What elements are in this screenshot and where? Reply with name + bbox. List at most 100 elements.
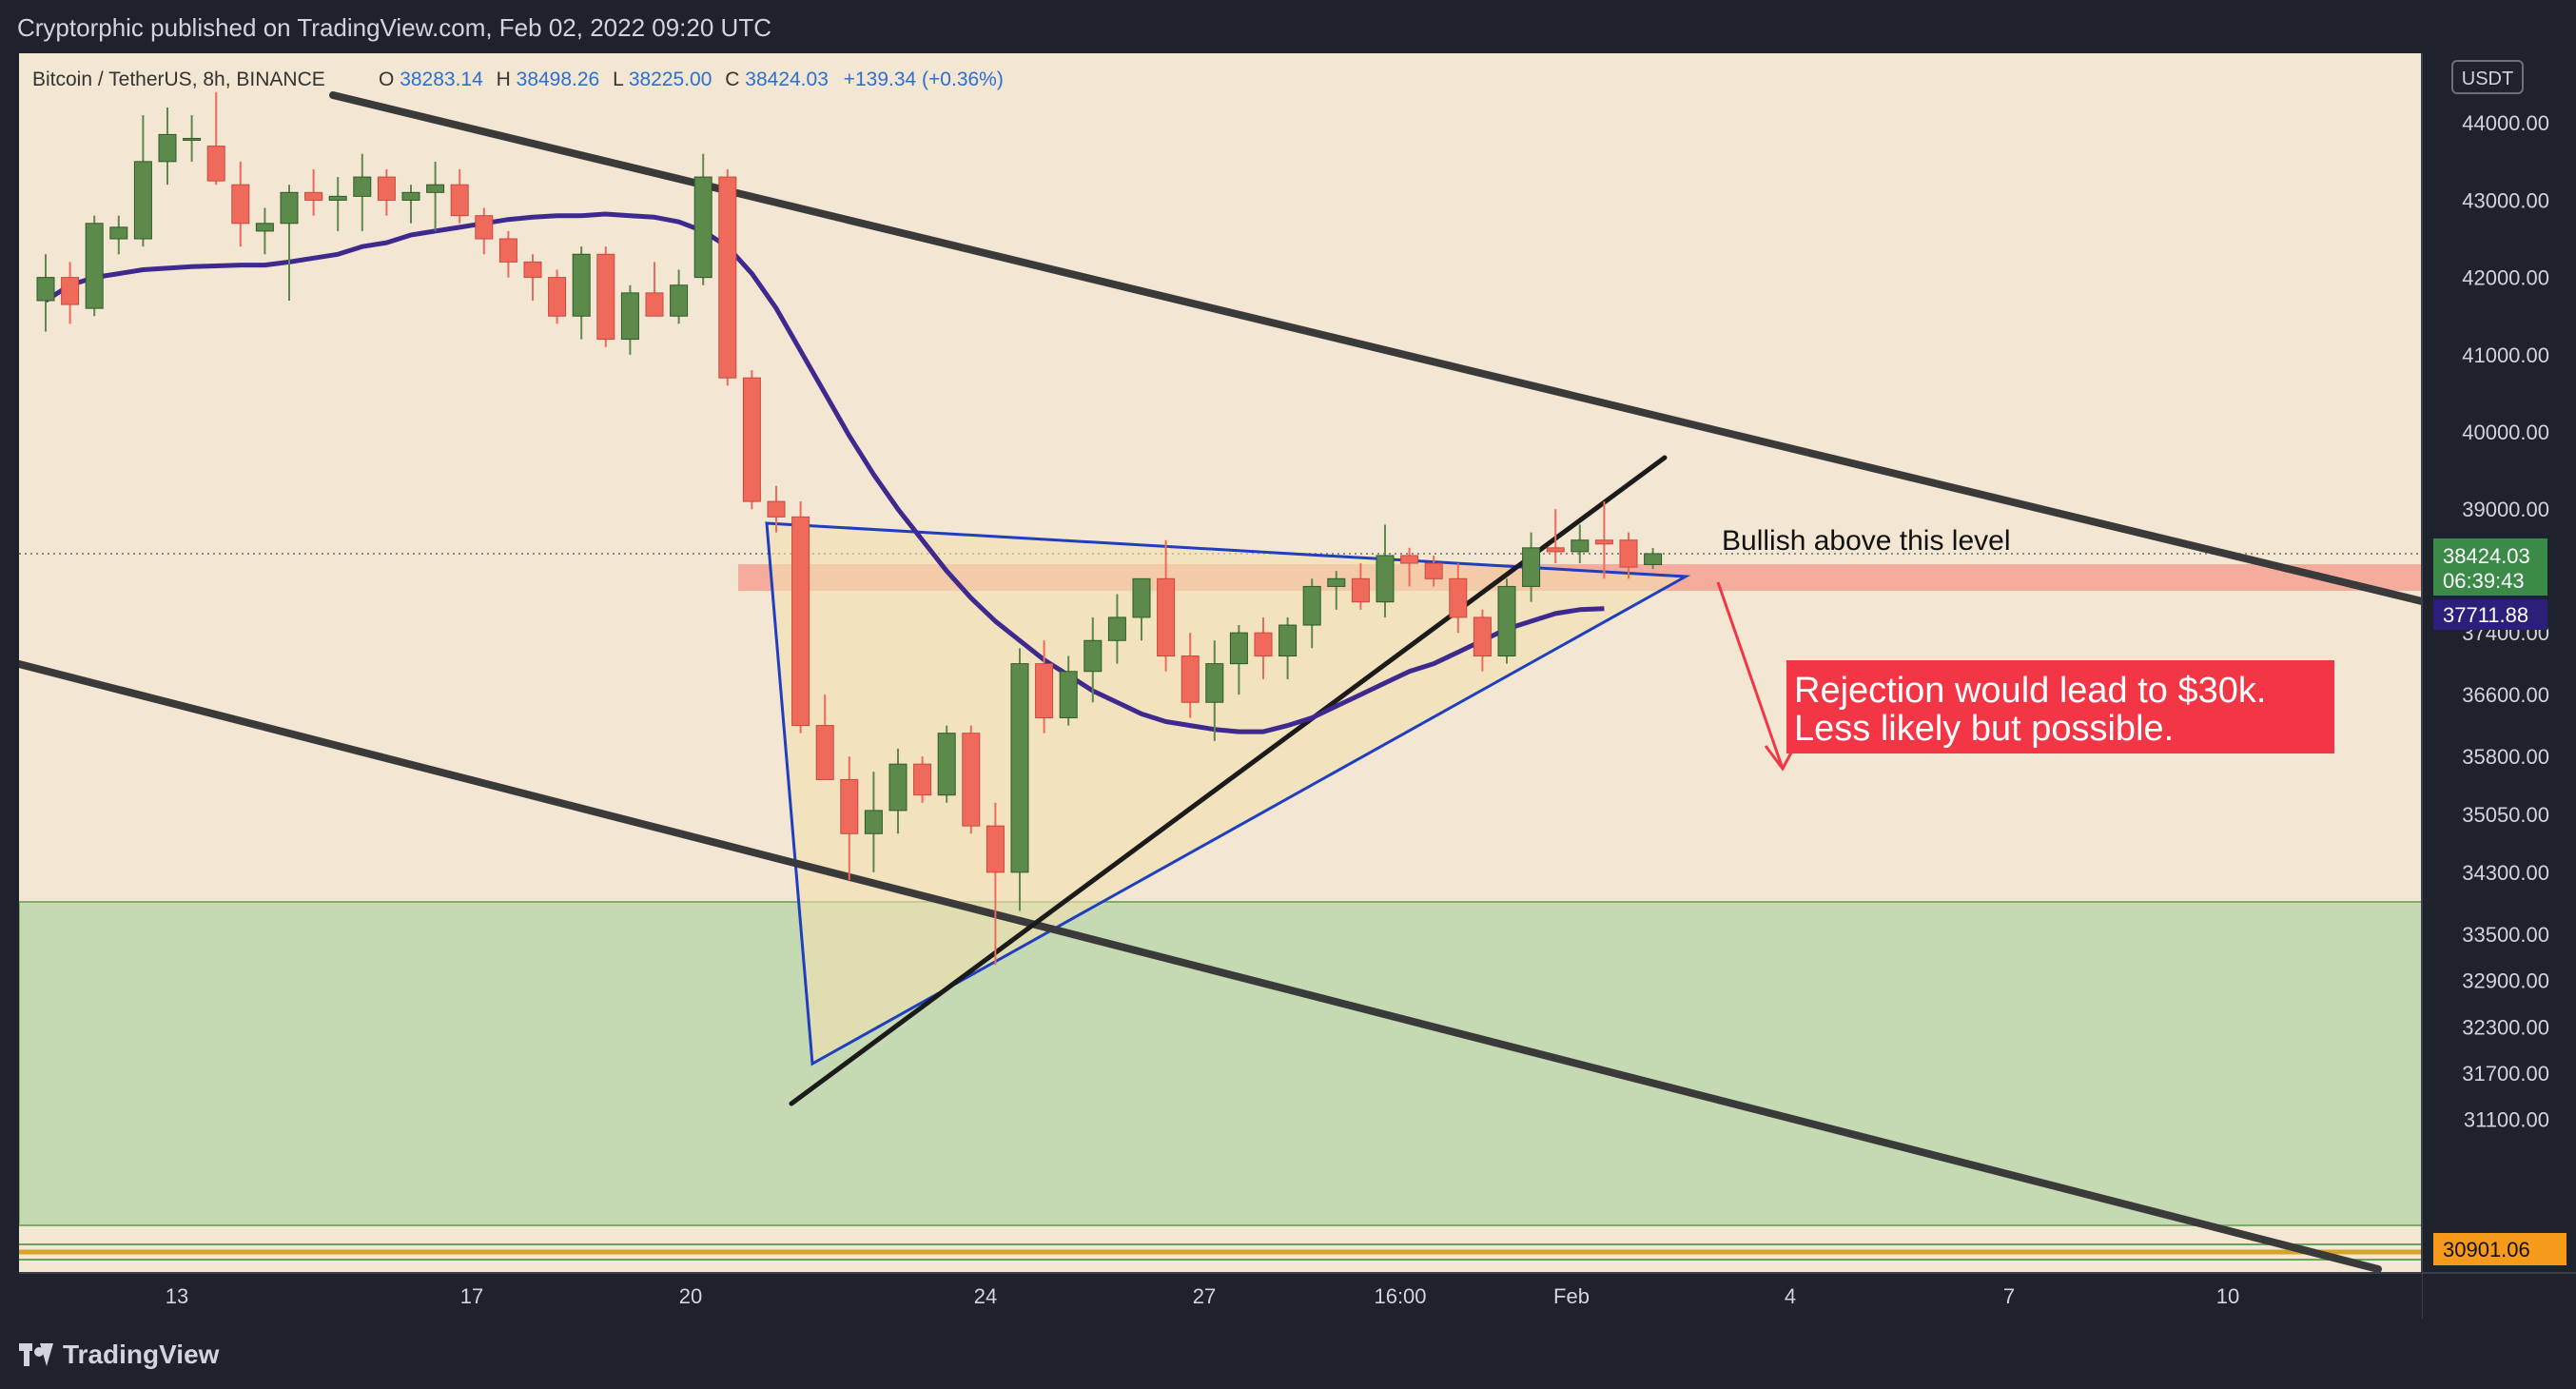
candle-body [1010, 663, 1029, 873]
candle-body [815, 725, 834, 780]
candle-body [36, 277, 55, 302]
last-price-label: 38424.03 [2443, 544, 2530, 568]
candles-group [36, 91, 1663, 966]
candle-body [986, 825, 1005, 873]
candle-body [1424, 562, 1443, 579]
time-tick-label: 27 [1193, 1284, 1216, 1308]
candle-body [109, 226, 128, 240]
price-tick-label: 40000.00 [2462, 421, 2549, 444]
legend-symbol: Bitcoin / TetherUS, 8h, BINANCE [32, 68, 325, 90]
price-tick-label: 35800.00 [2462, 745, 2549, 769]
candle-body [1278, 624, 1298, 657]
legend-c-value: 38424.03 [745, 68, 829, 90]
price-tick-label: 32300.00 [2462, 1015, 2549, 1039]
time-tick-label: 10 [2216, 1284, 2239, 1308]
candle-body [280, 191, 299, 225]
candle-body [1571, 539, 1590, 553]
time-tick-label: 4 [1785, 1284, 1796, 1308]
candle-body [767, 500, 786, 518]
ma-price-label: 37711.88 [2443, 603, 2528, 627]
time-tick-label: 16:00 [1374, 1284, 1426, 1308]
tradingview-brand: TradingView [63, 1340, 220, 1369]
chart-area[interactable]: Bitcoin / TetherUS, 8h, BINANCE O 38283.… [18, 53, 2576, 1319]
time-tick-label: 24 [974, 1284, 997, 1308]
tradingview-logo-icon [19, 1343, 53, 1366]
footer-bar: TradingView [0, 1319, 2576, 1389]
candle-body [1376, 555, 1395, 603]
candle-body [1644, 553, 1663, 565]
candle-body [1059, 671, 1078, 718]
price-tick-label: 42000.00 [2462, 266, 2549, 290]
candle-body [1254, 632, 1273, 657]
legend-l-value: 38225.00 [629, 68, 712, 90]
candle-body [1497, 585, 1516, 657]
time-axis-background [19, 1273, 2422, 1319]
candle-body [1351, 577, 1370, 603]
candle-body [61, 277, 80, 305]
candle-body [937, 733, 956, 796]
legend-h-value: 38498.26 [517, 68, 600, 90]
price-tick-label: 44000.00 [2462, 111, 2549, 135]
time-tick-label: 20 [679, 1284, 702, 1308]
rising-support-trendline [789, 455, 1668, 1106]
triangle-pattern [765, 521, 1691, 1066]
candle-body [1035, 663, 1054, 718]
rejection-callout-box [1786, 660, 2334, 753]
candle-body [791, 516, 810, 727]
time-tick-label: 13 [166, 1284, 188, 1308]
candle-body [1205, 663, 1224, 703]
candle-body [231, 184, 250, 225]
rejection-callout-line2: Less likely but possible. [1794, 709, 2174, 749]
legend-o-value: 38283.14 [400, 68, 483, 90]
rejection-arrow-shaft [1716, 581, 1785, 770]
candle-body [718, 176, 737, 379]
candle-body [548, 277, 567, 317]
candle-body [693, 176, 712, 279]
price-tick-label: 36600.00 [2462, 683, 2549, 707]
candle-body [645, 292, 664, 317]
candle-body [1229, 632, 1248, 665]
candle-body [158, 133, 177, 163]
demand-zone [18, 901, 2423, 1226]
support-price-label: 30901.06 [2443, 1238, 2530, 1262]
price-tick-labels: 44000.00 43000.00 42000.00 41000.00 40000.00… [2462, 111, 2549, 1131]
candle-body [1157, 577, 1176, 657]
publisher-text: Cryptorphic published on TradingView.com… [17, 13, 771, 42]
price-tick-label: 41000.00 [2462, 343, 2549, 367]
time-tick-label: 7 [2003, 1284, 2015, 1308]
candle-body [1181, 655, 1200, 703]
channel-lower-trendline [19, 660, 2382, 1273]
currency-badge[interactable] [2451, 60, 2524, 94]
candlestick-chart[interactable]: Bitcoin / TetherUS, 8h, BINANCE O 38283.… [18, 53, 2576, 1319]
candle-body [255, 223, 274, 232]
price-tick-label: 33500.00 [2462, 923, 2549, 947]
candle-body [962, 733, 981, 827]
price-tick-label: 39000.00 [2462, 498, 2549, 521]
rejection-callout-line1: Rejection would lead to $30k. [1794, 671, 2266, 711]
candle-body [450, 184, 469, 217]
candle-body [742, 377, 761, 502]
candle-body [183, 137, 202, 141]
candle-body [206, 146, 225, 182]
support-price-badge [2433, 1233, 2566, 1265]
candle-body [304, 191, 323, 201]
candle-body [864, 810, 883, 834]
time-tick-labels: 13 17 20 24 27 16:00 Feb 4 7 10 [166, 1284, 2239, 1308]
tradingview-logo[interactable]: TradingView [19, 1340, 219, 1370]
candle-body [1302, 585, 1321, 626]
last-price-badge [2433, 538, 2547, 596]
candle-body [1594, 539, 1613, 545]
candle-body [377, 176, 396, 201]
candle-body [840, 778, 859, 834]
candle-body [401, 191, 420, 201]
candle-body [1400, 555, 1419, 564]
candle-body [888, 763, 907, 812]
candle-body [1473, 616, 1492, 657]
price-axis-background [2422, 53, 2576, 1273]
candle-body [523, 261, 542, 279]
time-tick-label: 17 [460, 1284, 483, 1308]
candle-body [1522, 547, 1541, 587]
candle-body [572, 253, 591, 317]
price-tick-label: 35050.00 [2462, 803, 2549, 827]
legend-o-label: O [379, 68, 394, 90]
